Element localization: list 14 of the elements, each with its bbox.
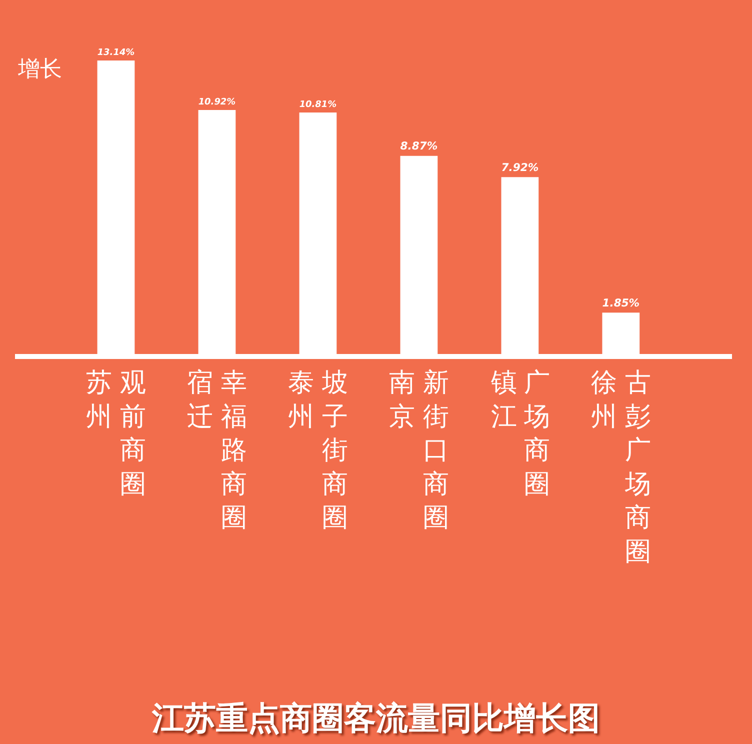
data-label: 7.92% <box>501 160 539 174</box>
text: 江苏重点商圈客流量同比增长图 <box>151 699 600 738</box>
data-label: 10.92% <box>198 97 236 108</box>
data-label: 13.14% <box>97 48 135 58</box>
x-tick-label: 泰州坡子街商圈 <box>288 368 348 534</box>
data-label: 8.87% <box>400 140 438 153</box>
x-tick-label: 苏州观前商圈 <box>86 368 146 500</box>
x-tick-label: 镇江广场商圈 <box>490 368 550 500</box>
data-label: 10.81% <box>299 100 337 110</box>
y-axis-title: 增长 <box>17 57 62 82</box>
data-label: 1.85% <box>602 296 640 310</box>
x-tick-label: 宿迁幸福路商圈 <box>187 368 247 534</box>
x-tick-label: 徐州古彭广场商圈 <box>591 368 651 567</box>
x-tick-label: 南京新街口商圈 <box>389 368 449 534</box>
